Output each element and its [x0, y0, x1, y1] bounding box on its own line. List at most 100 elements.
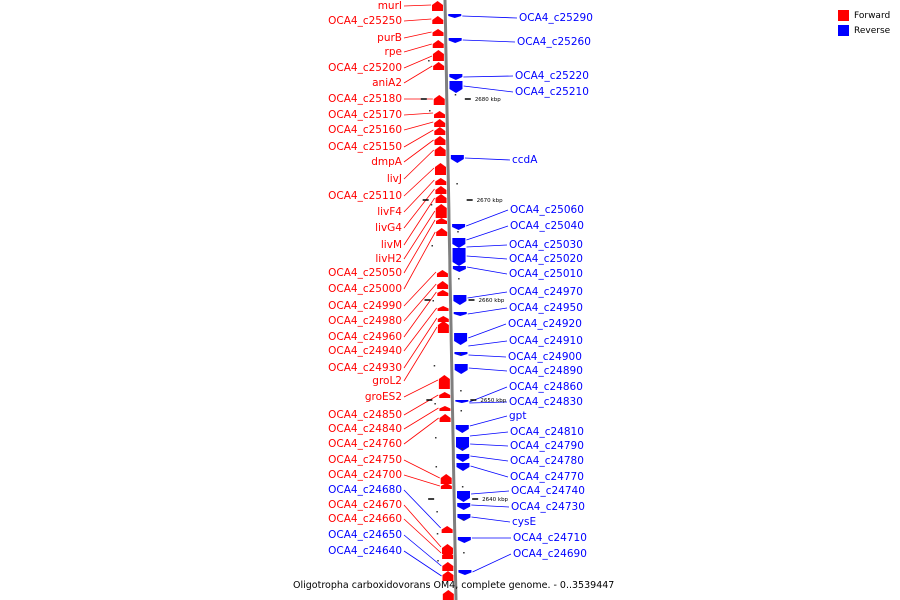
- forward-gene-22: [437, 306, 449, 311]
- feature-dot-18: [436, 511, 438, 513]
- forward-label-21: OCA4_c24960: [328, 331, 402, 343]
- forward-gene-8: [434, 119, 446, 127]
- forward-label-22: OCA4_c24940: [328, 345, 402, 357]
- forward-label-28: OCA4_c24760: [328, 438, 402, 450]
- reverse-label-2: OCA4_c25220: [515, 70, 589, 82]
- reverse-connector-3: [463, 85, 514, 93]
- forward-connector-24: [403, 326, 438, 382]
- reverse-gene-14: [455, 400, 469, 403]
- reverse-label-5: OCA4_c25060: [510, 204, 584, 216]
- forward-gene-23: [437, 316, 449, 322]
- reverse-label-18: gpt: [509, 410, 526, 422]
- forward-connector-13: [403, 179, 435, 213]
- forward-connector-26: [403, 394, 439, 416]
- reverse-label-23: OCA4_c24740: [511, 485, 585, 497]
- reverse-connector-27: [472, 553, 512, 573]
- forward-gene-28: [439, 414, 451, 422]
- feature-dot-7: [458, 278, 460, 280]
- forward-label-14: livG4: [375, 222, 402, 234]
- forward-gene-4: [432, 50, 444, 61]
- reverse-connector-5: [466, 209, 509, 227]
- forward-label-26: OCA4_c24850: [328, 409, 402, 421]
- forward-connector-14: [403, 188, 435, 229]
- reverse-gene-18: [456, 463, 470, 471]
- reverse-label-24: OCA4_c24730: [511, 501, 585, 513]
- forward-connector-20: [403, 283, 437, 322]
- forward-label-32: OCA4_c24670: [328, 499, 402, 511]
- reverse-connector-9: [466, 266, 508, 275]
- forward-connector-0: [403, 4, 432, 7]
- feature-dot-20: [436, 533, 439, 535]
- reverse-gene-2: [449, 74, 463, 80]
- forward-label-30: OCA4_c24700: [328, 469, 402, 481]
- forward-gene-32: [441, 544, 453, 554]
- forward-label-20: OCA4_c24980: [328, 315, 402, 327]
- forward-gene-2: [432, 29, 444, 36]
- reverse-gene-8: [452, 266, 466, 272]
- feature-dot-15: [461, 448, 463, 450]
- feature-dot-1: [454, 94, 457, 96]
- reverse-label-12: OCA4_c24920: [508, 318, 582, 330]
- kbp-tick-label-1: 2670 kbp: [477, 198, 503, 204]
- reverse-gene-20: [457, 503, 471, 510]
- forward-connector-19: [403, 271, 437, 307]
- forward-label-16: livH2: [375, 253, 402, 265]
- reverse-gene-11: [454, 333, 468, 345]
- forward-connector-15: [403, 197, 435, 246]
- forward-label-11: livJ: [387, 173, 402, 185]
- forward-connector-30: [403, 474, 441, 487]
- forward-connector-23: [403, 317, 438, 369]
- reverse-connector-23: [471, 490, 510, 495]
- forward-connector-8: [403, 121, 434, 131]
- forward-gene-27: [439, 406, 451, 411]
- reverse-connector-7: [466, 244, 508, 248]
- forward-label-8: OCA4_c25160: [328, 124, 402, 136]
- reverse-connector-18: [469, 415, 508, 427]
- reverse-gene-7: [452, 248, 466, 266]
- feature-dot-0: [428, 60, 430, 62]
- reverse-connector-8: [466, 255, 508, 260]
- feature-dot-8: [432, 300, 434, 302]
- reverse-label-16: OCA4_c24860: [509, 381, 583, 393]
- forward-label-10: dmpA: [371, 156, 403, 168]
- reverse-label-9: OCA4_c25010: [509, 268, 583, 280]
- feature-dot-9: [459, 353, 461, 355]
- forward-connector-2: [403, 31, 432, 39]
- legend-item-reverse: Reverse: [838, 23, 890, 38]
- forward-gene-16: [435, 204, 447, 218]
- reverse-gene-22: [457, 537, 471, 543]
- feature-dot-13: [460, 410, 463, 412]
- legend-item-forward: Forward: [838, 8, 890, 23]
- reverse-gene-6: [452, 238, 466, 248]
- forward-label-2: purB: [377, 32, 402, 44]
- reverse-connector-21: [470, 455, 509, 462]
- forward-connector-32: [403, 504, 442, 548]
- forward-gene-29: [440, 474, 452, 484]
- reverse-label-20: OCA4_c24790: [510, 440, 584, 452]
- forward-gene-17: [435, 218, 447, 224]
- forward-connector-25: [403, 379, 439, 398]
- kbp-tick-label-3: 2650 kbp: [480, 398, 506, 404]
- reverse-label-17: OCA4_c24830: [509, 396, 583, 408]
- forward-gene-7: [434, 111, 446, 118]
- legend-swatch-forward: [838, 10, 849, 21]
- forward-label-1: OCA4_c25250: [328, 15, 402, 27]
- legend: Forward Reverse: [838, 8, 890, 38]
- forward-gene-15: [435, 194, 447, 203]
- forward-gene-20: [437, 281, 449, 289]
- forward-gene-33: [442, 551, 454, 559]
- forward-connector-27: [403, 407, 439, 430]
- forward-connector-17: [403, 219, 436, 274]
- forward-label-27: OCA4_c24840: [328, 423, 402, 435]
- reverse-label-8: OCA4_c25020: [509, 253, 583, 265]
- legend-label-forward: Forward: [854, 10, 891, 21]
- forward-gene-1: [432, 16, 444, 24]
- reverse-label-15: OCA4_c24890: [509, 365, 583, 377]
- reverse-label-0: OCA4_c25290: [519, 12, 593, 24]
- reverse-gene-9: [453, 295, 467, 305]
- forward-connector-16: [403, 210, 436, 260]
- reverse-gene-13: [454, 364, 468, 374]
- reverse-connector-13: [468, 340, 508, 347]
- forward-connector-1: [403, 18, 432, 22]
- forward-label-3: rpe: [385, 46, 402, 58]
